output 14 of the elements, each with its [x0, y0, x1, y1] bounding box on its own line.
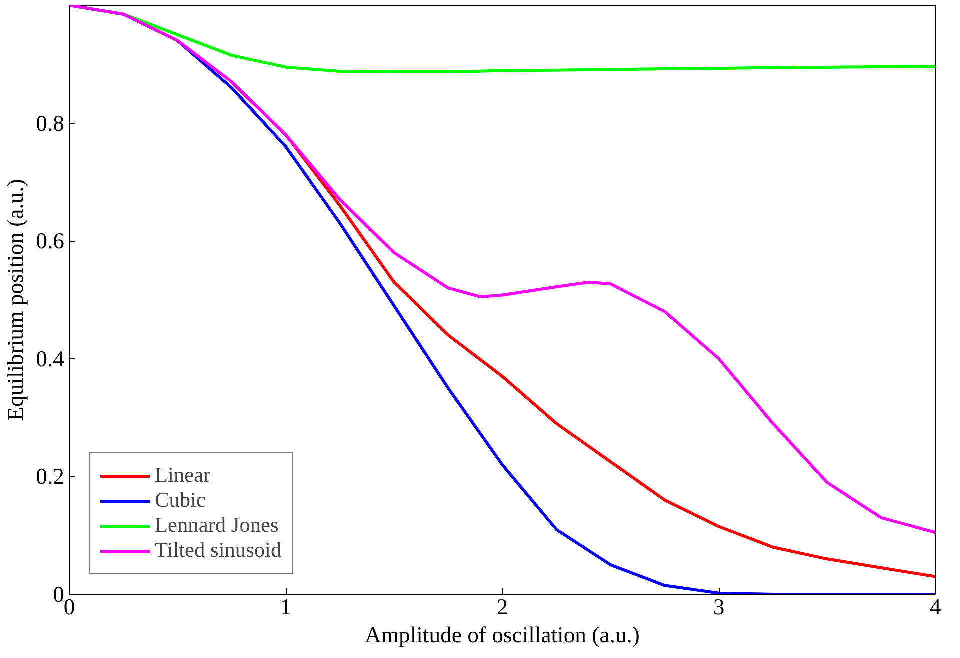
- x-tick-label: 3: [713, 594, 725, 620]
- y-tick-label: 0.8: [36, 110, 65, 136]
- x-tick-label: 1: [280, 594, 292, 620]
- legend-label: Lennard Jones: [155, 513, 279, 538]
- y-tick-label: 0.6: [36, 228, 65, 254]
- legend-label: Cubic: [155, 488, 206, 513]
- x-axis-title: Amplitude of oscillation (a.u.): [365, 622, 640, 648]
- y-tick-label: 0.4: [36, 346, 65, 372]
- legend-label: Tilted sinusoid: [155, 538, 282, 563]
- y-tick-label: 0.2: [36, 464, 65, 490]
- x-tick-label: 2: [496, 594, 508, 620]
- x-tick-label: 4: [930, 594, 942, 620]
- y-axis-title: Equilibrium position (a.u.): [3, 179, 28, 421]
- legend-label: Linear: [155, 463, 211, 488]
